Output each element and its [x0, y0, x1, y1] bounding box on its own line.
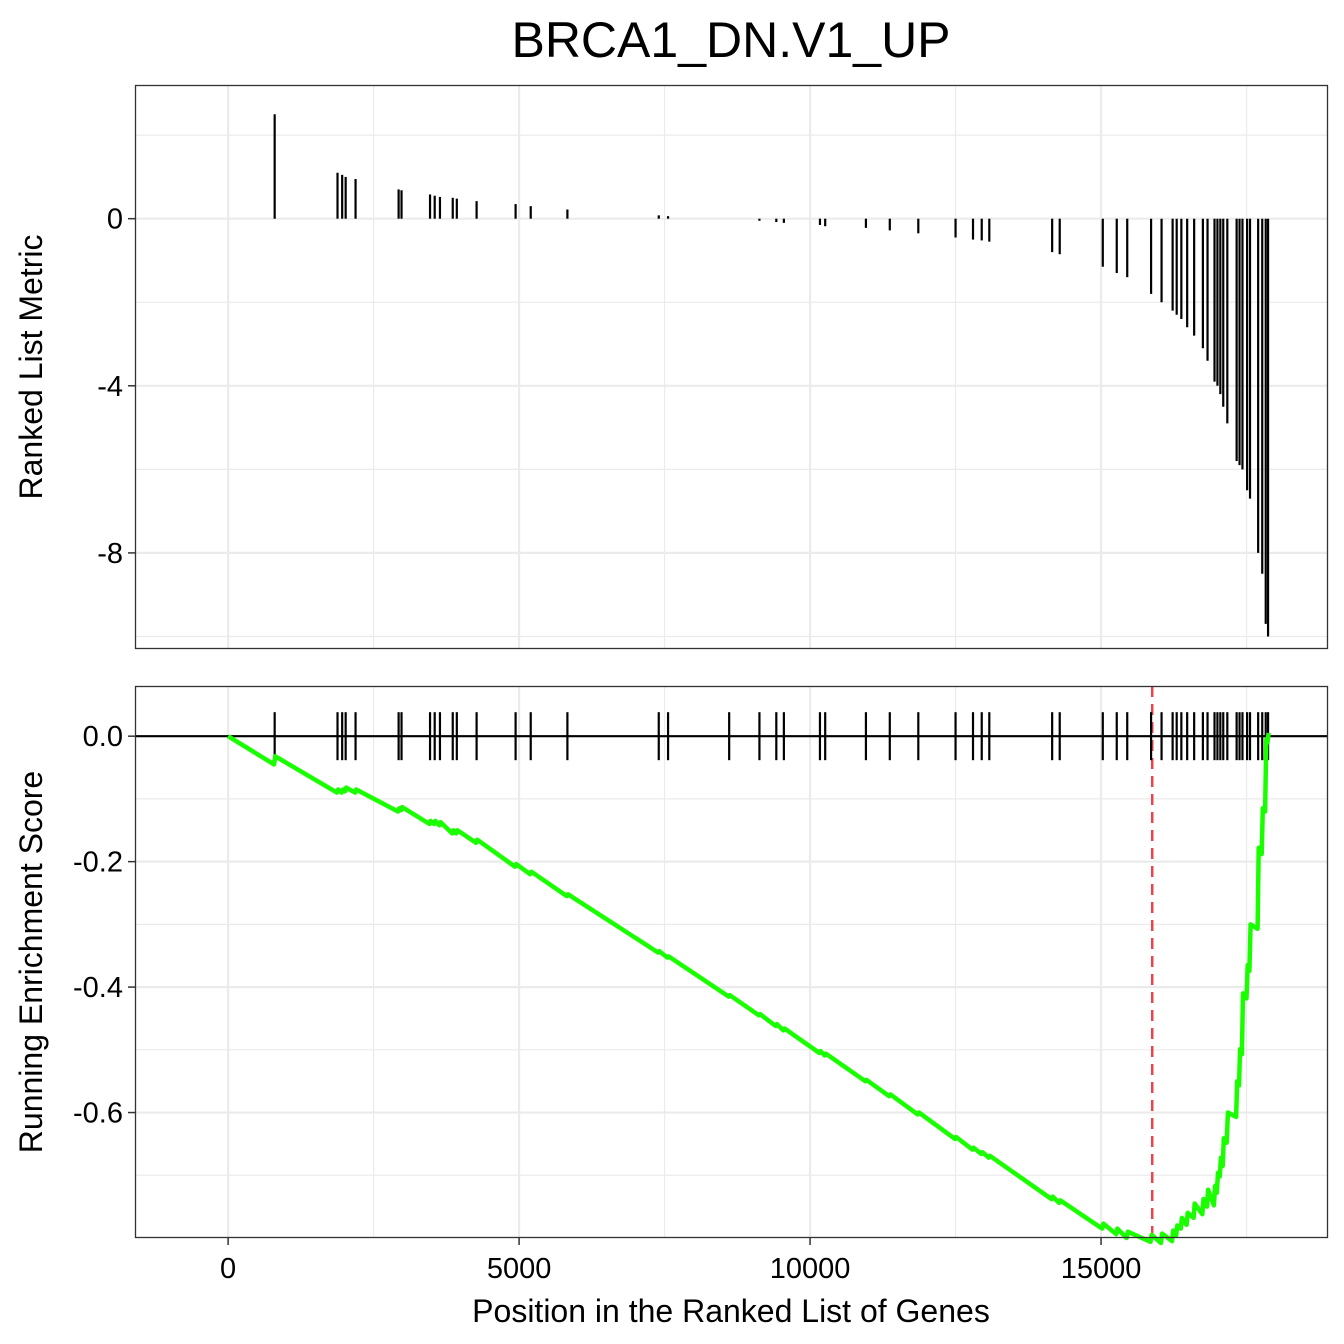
es-series-line — [226, 732, 1271, 1246]
metric-y-axis: 0 -4 -8 — [97, 204, 135, 570]
y-tick-label: -0.4 — [73, 972, 123, 1004]
metric-y-axis-label: Ranked List Metric — [13, 235, 49, 500]
y-tick-label: -0.2 — [73, 847, 123, 879]
es-panel-border — [134, 685, 1329, 1239]
es-panel-background — [135, 686, 1328, 1238]
y-tick-label: 0 — [107, 204, 123, 236]
metric-panel-border — [134, 84, 1329, 650]
y-tick-label: 0.0 — [83, 721, 123, 753]
metric-bars — [273, 114, 1270, 637]
metric-panel-background — [135, 85, 1328, 649]
y-tick-label: -0.6 — [73, 1098, 123, 1130]
x-axis: 0 5000 10000 15000 — [220, 1238, 1141, 1285]
es-y-axis-label: Running Enrichment Score — [13, 771, 49, 1153]
es-y-axis: 0.0 -0.2 -0.4 -0.6 — [73, 721, 135, 1130]
gene-hit-ticks — [273, 712, 1270, 761]
x-tick-label: 0 — [220, 1253, 236, 1285]
y-tick-label: -4 — [97, 371, 123, 403]
metric-panel-gridlines — [135, 85, 1328, 649]
x-tick-label: 5000 — [487, 1253, 552, 1285]
chart-title: BRCA1_DN.V1_UP — [511, 12, 950, 68]
y-tick-label: -8 — [97, 538, 123, 570]
x-tick-label: 15000 — [1061, 1253, 1142, 1285]
es-panel: 0.0 -0.2 -0.4 -0.6 0 5000 10000 15000 Running … — [13, 685, 1329, 1329]
metric-panel: 0 -4 -8 Ranked List Metric — [13, 84, 1329, 650]
x-axis-label: Position in the Ranked List of Genes — [472, 1293, 990, 1329]
x-tick-label: 10000 — [770, 1253, 851, 1285]
